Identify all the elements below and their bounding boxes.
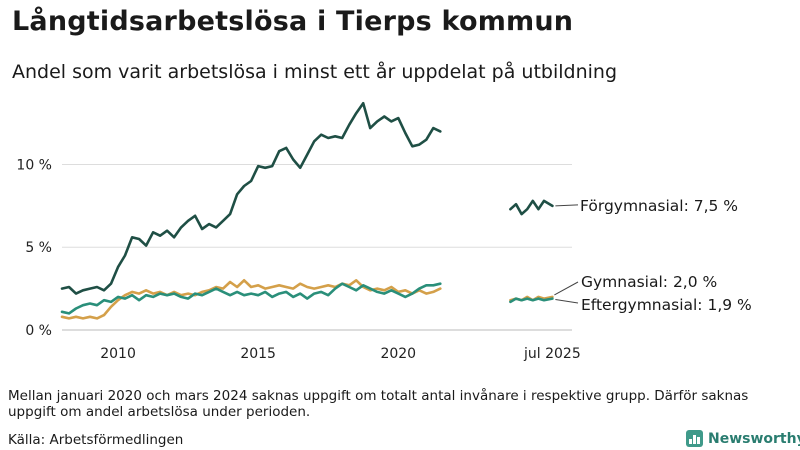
chart-subtitle: Andel som varit arbetslösa i minst ett å… <box>12 61 618 83</box>
bar-chart-logo-icon <box>686 430 703 447</box>
source-text: Källa: Arbetsförmedlingen <box>8 432 184 448</box>
end-label-forgymnasial: Förgymnasial: 7,5 % <box>580 197 738 215</box>
chart-title: Långtidsarbetslösa i Tierps kommun <box>12 6 574 37</box>
series-line-eftergymnasial-segment-1 <box>60 282 442 315</box>
footnote: Mellan januari 2020 och mars 2024 saknas… <box>8 388 749 420</box>
series-line-gymnasial-segment-1 <box>60 279 442 320</box>
label-connector <box>555 204 579 207</box>
y-tick-label: 5 % <box>25 240 52 256</box>
y-tick-label: 10 % <box>16 157 52 173</box>
label-connector <box>555 299 579 304</box>
x-tick-label: 2010 <box>100 346 136 362</box>
end-label-gymnasial: Gymnasial: 2,0 % <box>581 273 717 291</box>
series-line-förgymnasial-segment-2 <box>509 199 554 216</box>
brand-logo: Newsworthy <box>686 430 800 447</box>
brand-name: Newsworthy <box>708 430 800 447</box>
y-tick-label: 0 % <box>25 323 52 339</box>
end-label-eftergymnasial: Eftergymnasial: 1,9 % <box>581 296 752 314</box>
series-line-förgymnasial-segment-1 <box>60 101 442 295</box>
x-tick-label: 2015 <box>240 346 276 362</box>
series-line-eftergymnasial-segment-2 <box>509 297 554 304</box>
x-tick-label: jul 2025 <box>523 346 581 362</box>
line-chart: 0 % 5 % 10 % 2010 2015 2020 jul 2025 Förgymnasi… <box>16 101 752 362</box>
label-connector <box>554 281 579 296</box>
x-tick-label: 2020 <box>380 346 416 362</box>
